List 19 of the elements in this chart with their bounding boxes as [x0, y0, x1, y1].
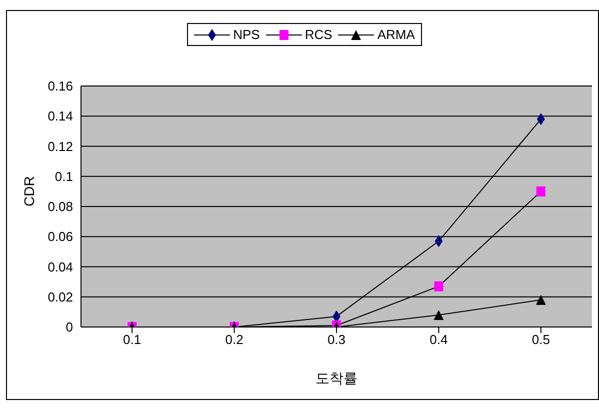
- x-tick-label: 0.2: [225, 332, 244, 348]
- x-tick-label: 0.5: [532, 332, 550, 348]
- x-axis-title: 도착률: [316, 370, 358, 386]
- x-tick-label: 0.4: [430, 332, 448, 348]
- legend-label: RCS: [304, 27, 332, 42]
- y-tick-label: 0: [66, 320, 73, 335]
- x-tick-label: 0.3: [327, 332, 346, 348]
- x-tick-label: 0.1: [123, 332, 142, 348]
- y-tick-label: 0.02: [48, 289, 73, 304]
- legend-label: NPS: [233, 27, 260, 42]
- y-tick-label: 0.06: [48, 229, 73, 244]
- y-axis-title: CDR: [20, 176, 37, 206]
- y-tick-label: 0.14: [48, 108, 73, 124]
- y-tick-label: 0.08: [48, 199, 73, 214]
- y-tick-label: 0.04: [48, 259, 73, 274]
- y-tick-label: 0.16: [48, 78, 73, 94]
- legend-label: ARMA: [377, 27, 415, 42]
- y-tick-label: 0.1: [54, 168, 73, 184]
- y-tick-label: 0.12: [48, 138, 73, 154]
